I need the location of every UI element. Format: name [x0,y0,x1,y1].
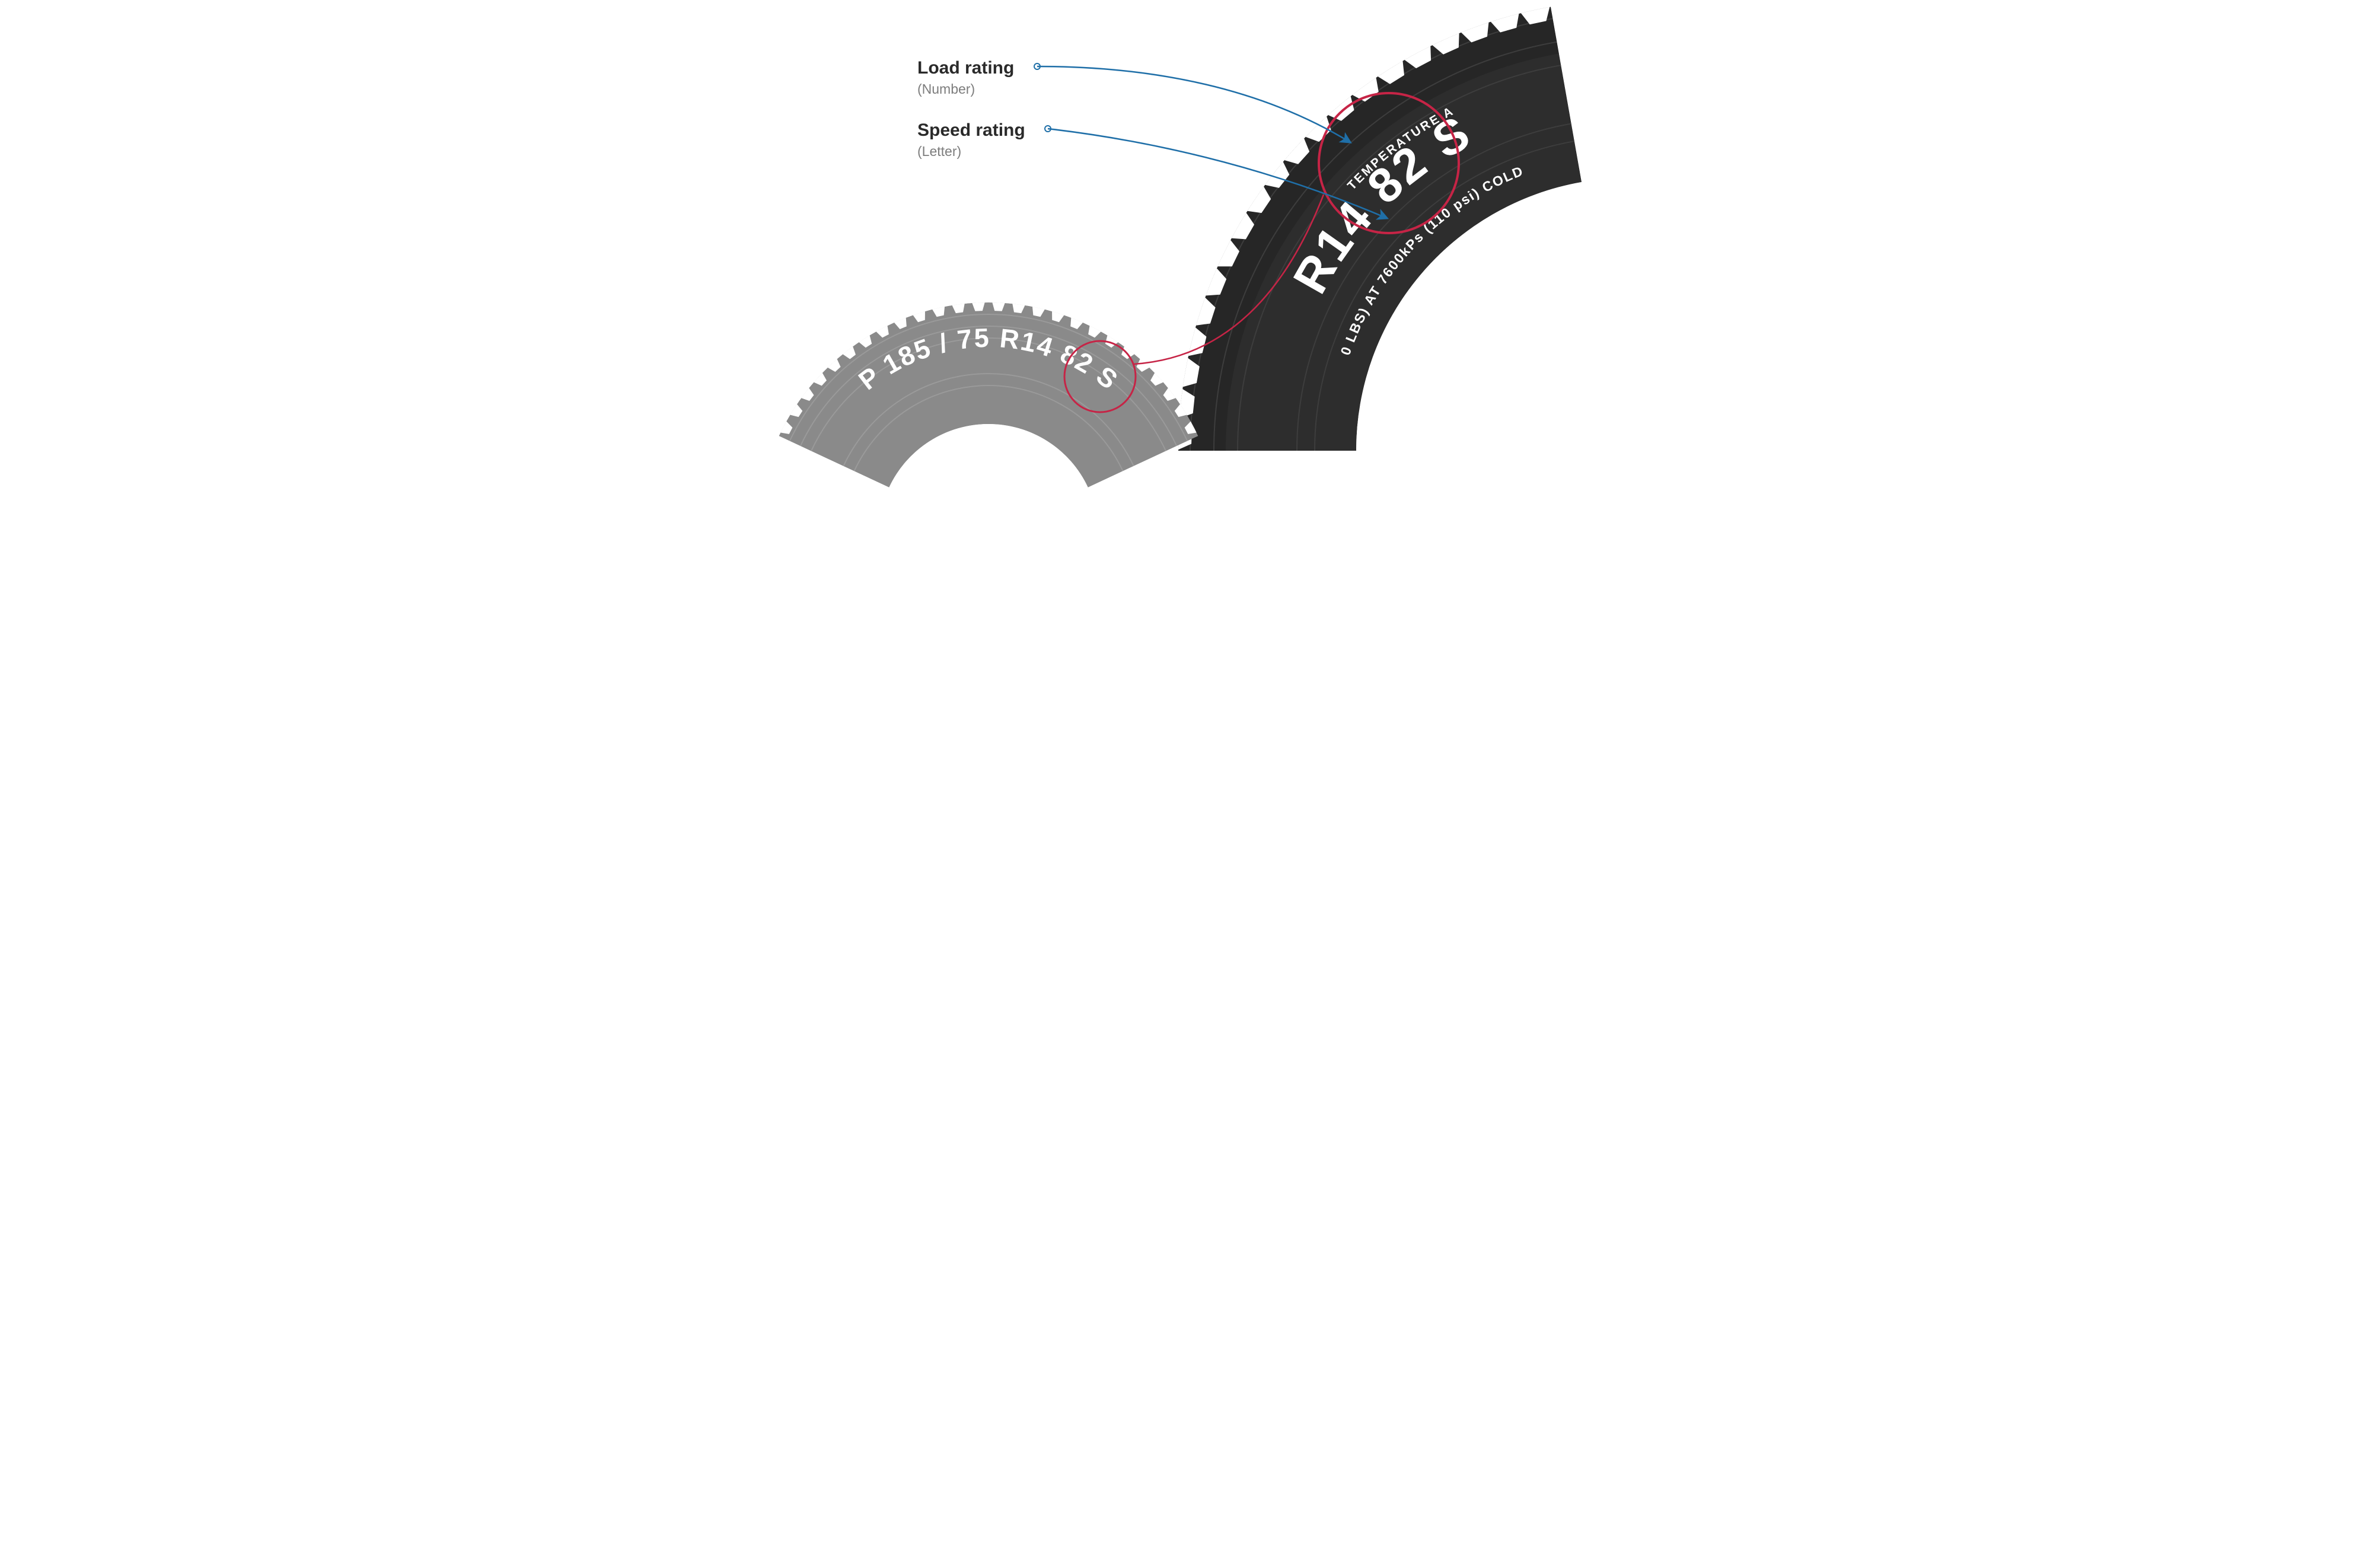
dark-tire: TEMPERATURE AR14 82 S0 LBS) AT 7600kPs (… [1176,5,1582,451]
blue-connector-load [1037,66,1350,142]
grey-tire: P 185 / 75 R14 82 S [779,301,1198,487]
diagram-svg: TEMPERATURE AR14 82 S0 LBS) AT 7600kPs (… [751,0,1621,575]
diagram-stage: Load rating (Number) Speed rating (Lette… [751,0,1621,575]
